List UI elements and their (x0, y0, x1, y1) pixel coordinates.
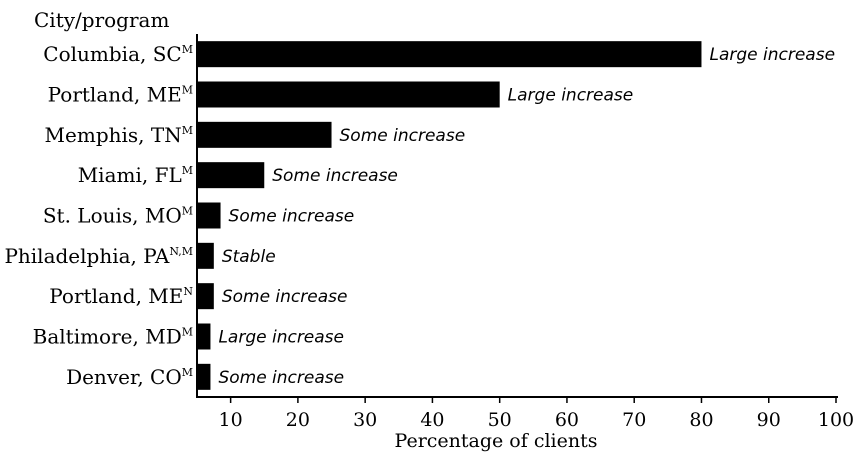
annotation-6: Stable (222, 247, 276, 267)
category-sup-8: M (182, 326, 193, 339)
category-sup-1: M (182, 43, 193, 56)
category-name-8: Baltimore, MD (33, 325, 182, 349)
category-name-4: Miami, FL (78, 163, 182, 187)
category-label-8: Baltimore, MDM (33, 325, 193, 349)
x-tick-label-40: 40 (420, 409, 444, 431)
category-name-7: Portland, ME (49, 284, 183, 308)
category-label-9: Denver, COM (66, 365, 193, 389)
category-label-2: Portland, MEM (48, 83, 193, 107)
bar-3 (197, 121, 332, 148)
x-tick-label-20: 20 (286, 409, 310, 431)
bars-group (197, 41, 702, 390)
x-tick-label-80: 80 (689, 409, 713, 431)
category-label-3: Memphis, TNM (45, 123, 193, 147)
category-sup-9: M (182, 366, 193, 379)
bar-6 (197, 242, 214, 269)
category-sup-2: M (182, 84, 193, 97)
x-axis: 10 20 30 40 50 60 70 80 90 100 (196, 34, 854, 431)
annotations-group: Large increase Large increase Some increas… (218, 45, 835, 388)
annotation-7: Some increase (222, 287, 348, 307)
x-tick-label-100: 100 (818, 409, 854, 431)
category-sup-7: N (183, 285, 193, 298)
category-name-9: Denver, CO (66, 365, 182, 389)
category-sup-6: N,M (169, 245, 193, 258)
annotation-5: Some increase (229, 207, 355, 227)
category-sup-3: M (182, 124, 193, 137)
category-label-7: Portland, MEN (49, 284, 193, 308)
annotation-1: Large increase (709, 45, 835, 65)
bar-4 (197, 162, 265, 189)
category-name-5: St. Louis, MO (43, 204, 182, 228)
category-sup-5: M (182, 205, 193, 218)
x-tick-label-60: 60 (555, 409, 579, 431)
category-label-6: Philadelphia, PAN,M (4, 244, 193, 268)
category-label-4: Miami, FLM (78, 163, 193, 187)
x-tick-label-30: 30 (353, 409, 377, 431)
bar-7 (197, 283, 214, 310)
x-tick-label-50: 50 (488, 409, 512, 431)
category-label-1: Columbia, SCM (43, 42, 193, 66)
category-label-5: St. Louis, MOM (43, 204, 193, 228)
category-sup-4: M (182, 164, 193, 177)
annotation-3: Some increase (340, 126, 466, 146)
category-name-1: Columbia, SC (43, 42, 181, 66)
x-tick-label-90: 90 (757, 409, 781, 431)
bar-2 (197, 81, 500, 108)
bar-8 (197, 323, 211, 350)
annotation-9: Some increase (218, 368, 344, 388)
category-name-6: Philadelphia, PA (4, 244, 169, 268)
x-tick-label-70: 70 (622, 409, 646, 431)
annotation-2: Large increase (508, 86, 634, 106)
annotation-8: Large increase (218, 328, 344, 348)
annotation-4: Some increase (272, 166, 398, 186)
bar-9 (197, 363, 211, 390)
y-axis-title: City/program (34, 8, 169, 32)
category-name-3: Memphis, TN (45, 123, 182, 147)
x-tick-label-10: 10 (219, 409, 243, 431)
category-name-2: Portland, ME (48, 83, 182, 107)
bar-5 (197, 202, 221, 229)
x-axis-title: Percentage of clients (395, 430, 598, 452)
bar-1 (197, 41, 702, 68)
